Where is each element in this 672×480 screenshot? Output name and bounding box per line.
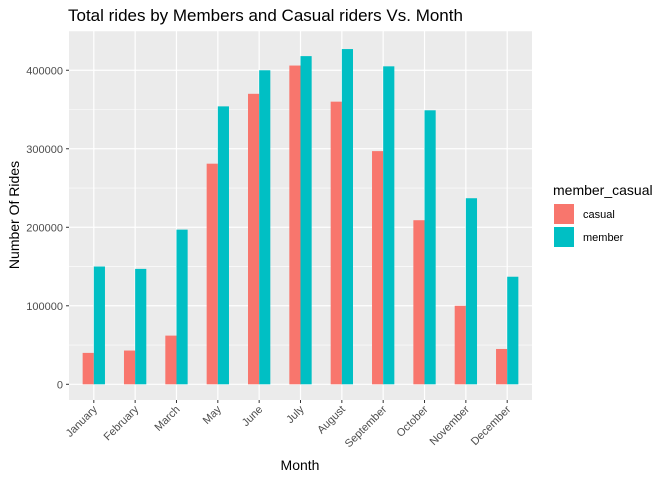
x-tick-label: October — [394, 403, 430, 439]
bar-member — [93, 266, 105, 385]
x-tick-label: June — [240, 404, 265, 429]
y-tick-label: 100000 — [26, 301, 63, 313]
bars — [82, 49, 519, 385]
x-axis-title: Month — [281, 457, 320, 473]
bar-member — [383, 66, 395, 385]
y-axis: 0 100000 200000 300000 400000 — [26, 65, 69, 391]
legend-title: member_casual — [553, 182, 653, 198]
bar-member — [176, 229, 188, 385]
x-tick-label: August — [315, 404, 348, 437]
bar-member — [300, 56, 312, 385]
bar-casual — [82, 352, 94, 385]
bar-casual — [123, 350, 136, 385]
bar-casual — [413, 220, 425, 385]
bar-member — [424, 110, 436, 385]
y-tick-label: 300000 — [26, 144, 63, 156]
bar-member — [135, 268, 147, 385]
bar-member — [341, 49, 354, 385]
legend-key-casual — [554, 204, 574, 224]
bar-casual — [496, 348, 508, 385]
x-axis: January February March May June July AugustSep… — [64, 400, 514, 450]
bar-member — [259, 70, 271, 385]
x-tick-label: January — [64, 403, 101, 440]
legend: member_casual casual member — [553, 182, 653, 247]
y-axis-title: Number Of Rides — [6, 161, 22, 269]
bar-member — [217, 106, 229, 385]
bar-casual — [330, 101, 342, 385]
chart-title: Total rides by Members and Casual riders… — [68, 6, 463, 25]
bar-casual — [165, 335, 177, 385]
bar-casual — [247, 93, 260, 385]
bar-casual — [206, 163, 218, 385]
bar-member — [465, 198, 478, 385]
x-tick-label: December — [469, 403, 514, 448]
y-tick-label: 200000 — [26, 222, 63, 234]
bar-member — [507, 276, 519, 385]
x-tick-label: February — [102, 403, 142, 443]
x-tick-label: July — [284, 403, 307, 426]
bar-casual — [372, 151, 384, 385]
bar-casual — [454, 305, 466, 385]
y-tick-label: 400000 — [26, 65, 63, 77]
y-tick-label: 0 — [57, 379, 63, 391]
legend-key-member — [554, 227, 574, 247]
bar-casual — [289, 65, 301, 385]
legend-label-member: member — [583, 232, 624, 244]
legend-label-casual: casual — [583, 209, 615, 221]
x-tick-label: September — [343, 403, 390, 450]
x-tick-label: March — [153, 404, 183, 434]
x-tick-label: November — [428, 403, 473, 448]
x-tick-label: May — [201, 403, 225, 427]
